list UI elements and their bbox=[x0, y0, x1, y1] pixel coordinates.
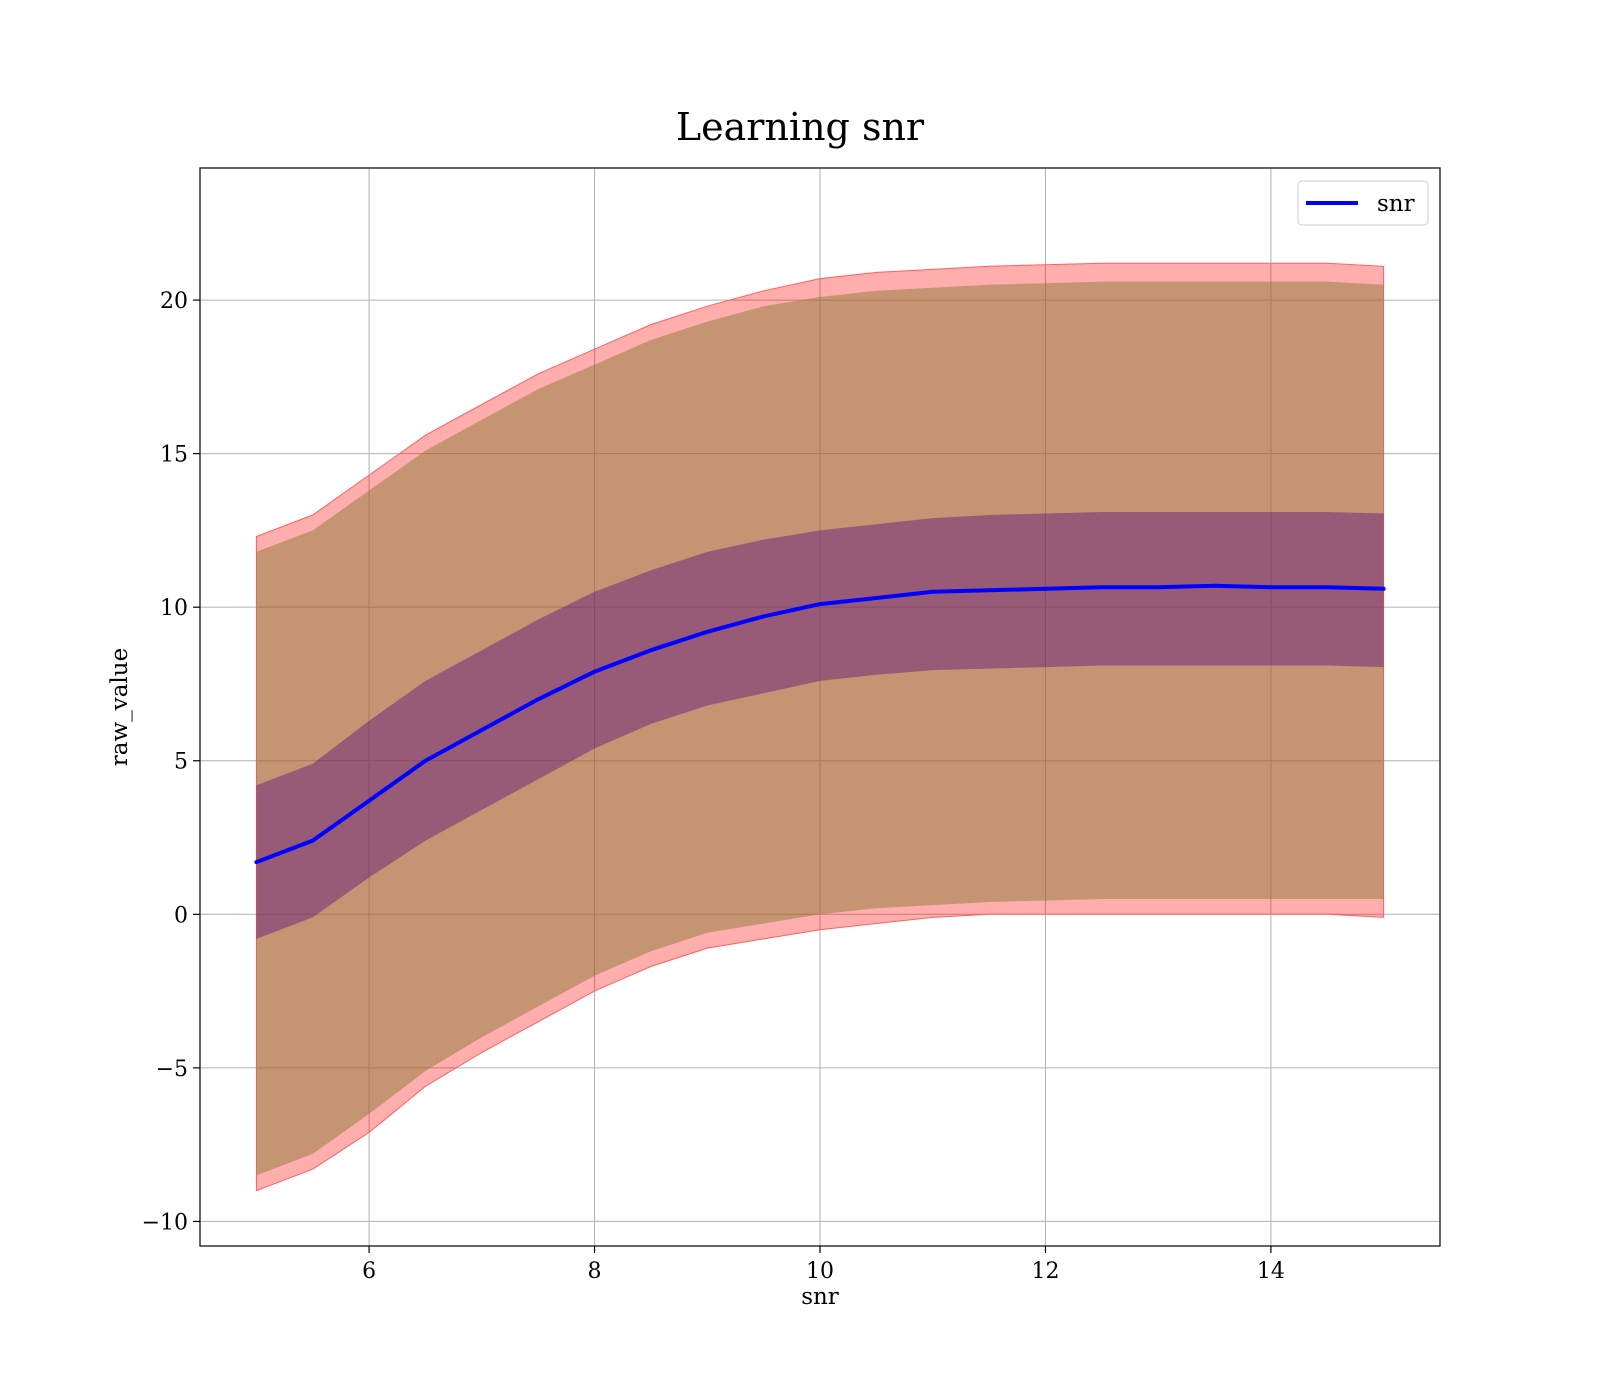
y-tick-label: −5 bbox=[156, 1057, 188, 1082]
x-tick-label: 8 bbox=[588, 1259, 602, 1284]
chart-title: Learning snr bbox=[676, 105, 925, 149]
y-tick-label: 0 bbox=[174, 903, 188, 928]
x-axis-label: snr bbox=[801, 1284, 839, 1310]
legend: snr bbox=[1297, 180, 1429, 226]
line-layer bbox=[254, 583, 1386, 865]
y-tick-label: 10 bbox=[160, 596, 188, 621]
series-line-snr bbox=[254, 583, 1386, 865]
band-layer bbox=[255, 262, 1385, 1192]
y-tick-label: 5 bbox=[174, 750, 188, 775]
x-tick-label: 12 bbox=[1031, 1259, 1059, 1284]
y-tick-label: 20 bbox=[160, 289, 188, 314]
y-axis-label: raw_value bbox=[107, 648, 133, 766]
inner-band bbox=[256, 512, 1384, 939]
y-tick-label: −10 bbox=[142, 1210, 188, 1235]
x-tick-label: 6 bbox=[362, 1259, 376, 1284]
legend-box bbox=[1297, 180, 1429, 226]
y-tick-label: 15 bbox=[160, 443, 188, 468]
legend-label-snr: snr bbox=[1377, 191, 1415, 217]
x-tick-label: 14 bbox=[1257, 1259, 1285, 1284]
x-tick-label: 10 bbox=[806, 1259, 834, 1284]
middle-band bbox=[256, 281, 1384, 1176]
tick-layer: 6 8 10 12 14 −10 −5 0 5 10 15 20 bbox=[142, 289, 1285, 1284]
